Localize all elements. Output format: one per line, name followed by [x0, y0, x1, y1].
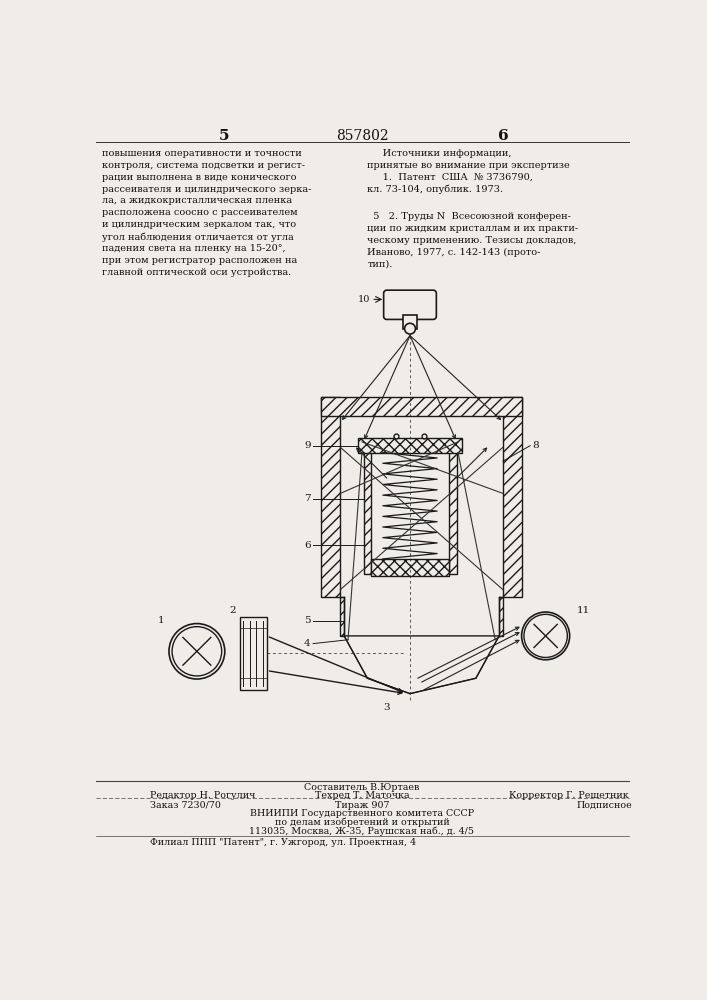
Text: 857802: 857802 — [336, 129, 388, 143]
Text: 4: 4 — [304, 639, 311, 648]
Text: по делам изобретений и открытий: по делам изобретений и открытий — [274, 818, 450, 827]
Text: Техред Т. Маточка: Техред Т. Маточка — [315, 791, 409, 800]
Text: 113035, Москва, Ж-35, Раушская наб., д. 4/5: 113035, Москва, Ж-35, Раушская наб., д. … — [250, 826, 474, 836]
Bar — [340, 597, 344, 636]
Text: Подписное: Подписное — [577, 801, 632, 810]
Text: 1: 1 — [158, 616, 164, 625]
Text: Корректор Г. Решетник: Корректор Г. Решетник — [509, 791, 629, 800]
Text: 8: 8 — [532, 441, 539, 450]
Bar — [503, 397, 522, 597]
Bar — [321, 397, 522, 416]
Text: ВНИИПИ Государственного комитета СССР: ВНИИПИ Государственного комитета СССР — [250, 809, 474, 818]
Bar — [403, 315, 417, 329]
Text: 6: 6 — [498, 129, 508, 143]
Text: 9: 9 — [304, 441, 311, 450]
Bar — [363, 440, 371, 574]
Bar — [499, 597, 503, 636]
Bar — [358, 438, 462, 453]
Bar — [340, 597, 344, 636]
Bar — [449, 440, 457, 574]
Text: Редактор Н. Рогулич: Редактор Н. Рогулич — [151, 791, 256, 800]
Text: 5: 5 — [304, 616, 311, 625]
Circle shape — [169, 624, 225, 679]
Text: 3: 3 — [383, 703, 390, 712]
Bar — [363, 440, 371, 574]
Bar — [371, 559, 449, 576]
Bar — [503, 397, 522, 597]
FancyBboxPatch shape — [384, 290, 436, 319]
Circle shape — [522, 612, 570, 660]
Bar — [321, 397, 340, 597]
Bar — [371, 559, 449, 576]
Text: Тираж 907: Тираж 907 — [334, 801, 389, 810]
Bar — [449, 440, 457, 574]
Text: 5   2. Труды N  Всесоюзной конферен-
ции по жидким кристаллам и их практи-
ческо: 5 2. Труды N Всесоюзной конферен- ции по… — [368, 212, 578, 269]
Bar — [358, 438, 462, 453]
Circle shape — [172, 627, 222, 676]
Bar — [321, 397, 340, 597]
Bar — [321, 397, 522, 416]
Text: 7: 7 — [304, 494, 311, 503]
Text: 2: 2 — [229, 606, 235, 615]
Polygon shape — [344, 636, 499, 694]
Text: Заказ 7230/70: Заказ 7230/70 — [151, 801, 221, 810]
Circle shape — [524, 614, 567, 657]
Bar — [499, 597, 503, 636]
Text: Филиал ППП "Патент", г. Ужгород, ул. Проектная, 4: Филиал ППП "Патент", г. Ужгород, ул. Про… — [151, 838, 416, 847]
Text: 10: 10 — [357, 295, 370, 304]
Bar — [240, 617, 267, 690]
Text: 11: 11 — [577, 606, 590, 615]
Text: повышения оперативности и точности
контроля, система подсветки и регист-
рации в: повышения оперативности и точности контр… — [103, 149, 312, 277]
Text: Составитель В.Юртаев: Составитель В.Юртаев — [304, 783, 420, 792]
Text: 6: 6 — [304, 541, 311, 550]
Circle shape — [404, 323, 416, 334]
Text: Источники информации,
принятые во внимание при экспертизе
     1.  Патент  США  : Источники информации, принятые во вниман… — [368, 149, 570, 194]
Text: 5: 5 — [218, 129, 229, 143]
